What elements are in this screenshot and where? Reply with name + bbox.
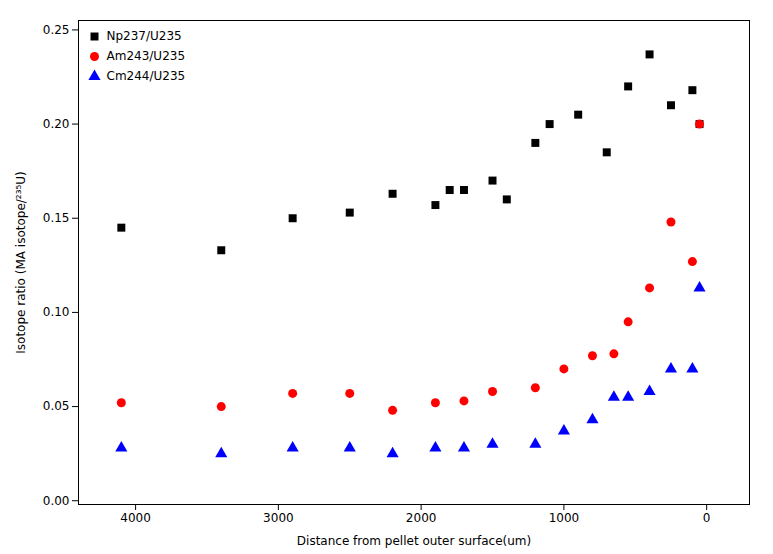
svg-text:1000: 1000 [549, 511, 580, 525]
svg-text:4000: 4000 [120, 511, 151, 525]
svg-text:0.10: 0.10 [43, 305, 70, 319]
svg-text:0.15: 0.15 [43, 211, 70, 225]
svg-text:0.05: 0.05 [43, 399, 70, 413]
svg-text:Cm244/U235: Cm244/U235 [107, 69, 186, 83]
svg-text:Am243/U235: Am243/U235 [107, 49, 186, 63]
svg-text:Isotope ratio (MA isotope/²³⁵U: Isotope ratio (MA isotope/²³⁵U) [14, 171, 28, 353]
svg-text:Np237/U235: Np237/U235 [107, 29, 182, 43]
svg-text:0.20: 0.20 [43, 117, 70, 131]
svg-text:2000: 2000 [406, 511, 437, 525]
svg-text:Distance from pellet outer sur: Distance from pellet outer surface(um) [297, 534, 531, 548]
svg-text:0: 0 [703, 511, 711, 525]
svg-text:3000: 3000 [263, 511, 294, 525]
svg-text:0.25: 0.25 [43, 23, 70, 37]
svg-text:0.00: 0.00 [43, 494, 70, 508]
